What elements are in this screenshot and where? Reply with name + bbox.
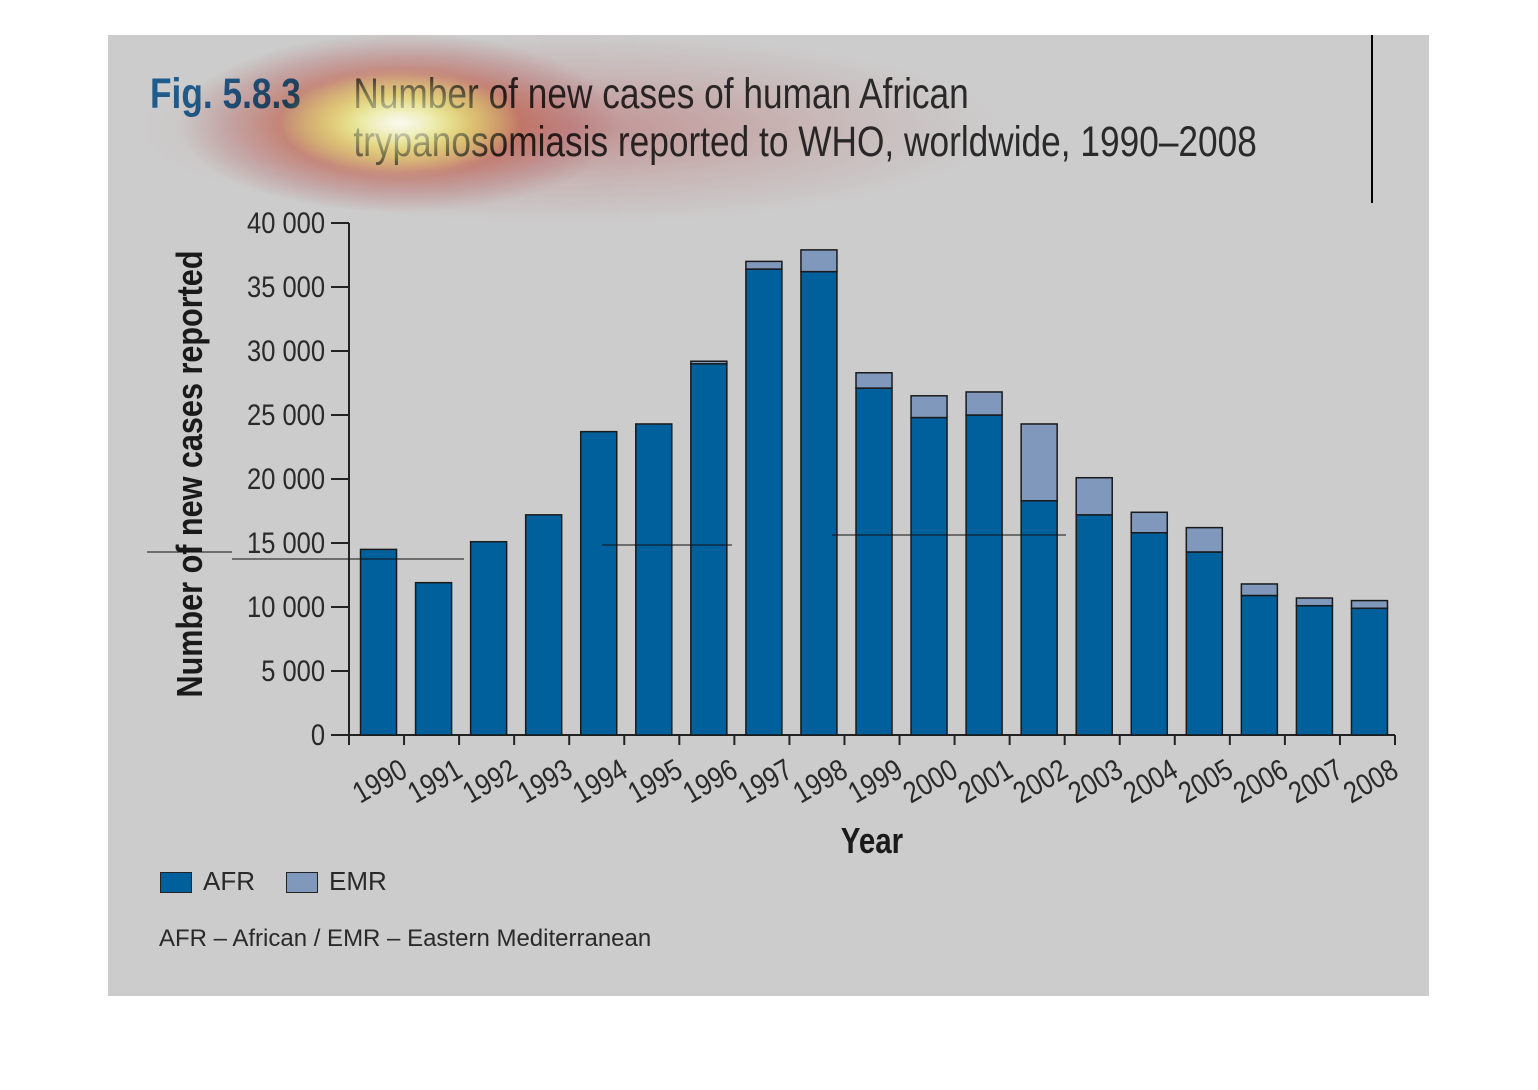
bar-afr <box>800 270 838 736</box>
bar-afr <box>635 423 673 736</box>
y-tick-label: 40 000 <box>247 206 325 239</box>
bar-afr <box>1130 532 1169 736</box>
bar-afr <box>414 581 453 736</box>
bar-afr <box>1075 514 1113 736</box>
legend-label-emr: EMR <box>329 866 387 896</box>
bar-afr <box>855 387 893 736</box>
legend-label-afr: AFR <box>203 866 255 896</box>
bar-afr <box>690 363 728 736</box>
bar-emr <box>1350 599 1389 610</box>
vertical-divider <box>1371 35 1373 203</box>
bar-emr <box>800 249 838 273</box>
bar-emr <box>1075 476 1113 516</box>
bar-emr <box>965 391 1003 416</box>
x-axis-title: Year <box>841 820 904 860</box>
bar-emr <box>1185 526 1224 553</box>
bar-emr <box>1130 511 1169 534</box>
y-tick-label: 15 000 <box>247 526 325 559</box>
bar-afr <box>1240 594 1279 736</box>
bar-afr <box>1020 500 1058 736</box>
y-axis-title: Number of new cases reported <box>171 251 211 698</box>
bar-emr <box>1240 583 1279 597</box>
y-tick-label: 0 <box>311 718 325 751</box>
footnote: AFR – African / EMR – Eastern Mediterran… <box>159 925 652 952</box>
legend-swatch-afr <box>160 872 192 893</box>
bar-afr <box>1350 607 1389 736</box>
bar-emr <box>910 395 948 419</box>
bar-afr <box>579 430 618 736</box>
bar-emr <box>690 360 728 365</box>
x-tick-label: 2008 <box>1338 752 1404 809</box>
y-tick-label: 5 000 <box>261 654 325 687</box>
bar-afr <box>1185 551 1224 736</box>
bar-emr <box>1295 597 1334 607</box>
y-tick-label: 25 000 <box>247 398 325 431</box>
bar-afr <box>745 268 783 736</box>
bar-afr <box>469 540 508 736</box>
bar-emr <box>745 260 783 270</box>
y-tick-label: 20 000 <box>247 462 325 495</box>
bar-afr <box>1295 604 1334 736</box>
bar-afr <box>965 414 1003 736</box>
y-tick-label: 30 000 <box>247 334 325 367</box>
legend-swatch-emr <box>286 872 318 893</box>
y-tick-label: 35 000 <box>247 270 325 303</box>
bar-afr <box>910 416 948 736</box>
bar-emr <box>1020 423 1058 502</box>
bar-emr <box>855 372 893 389</box>
y-tick-label: 10 000 <box>247 590 325 623</box>
bar-afr <box>524 514 563 736</box>
bar-afr <box>359 548 398 736</box>
